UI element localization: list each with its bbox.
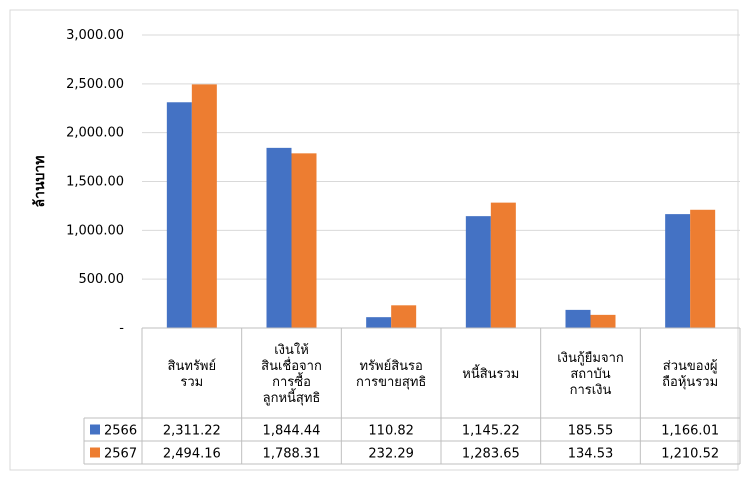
bar-2567-2	[291, 153, 317, 328]
x-category-label: ส่วนของผู้ถือหุ้นรวม	[662, 359, 718, 390]
y-tick-label: 1,000.00	[66, 223, 124, 238]
bars	[166, 84, 716, 328]
legend-key-2567	[90, 447, 100, 458]
bar-2566-3	[366, 317, 392, 328]
bar-2567-1	[191, 84, 217, 328]
table-cell: 1,210.52	[661, 447, 719, 462]
table-cell: 2,494.16	[163, 447, 221, 462]
y-tick-label: 3,000.00	[66, 28, 124, 43]
table-cell: 134.53	[568, 447, 614, 462]
bar-2567-6	[690, 209, 716, 328]
table-cell: 1,166.01	[661, 424, 719, 439]
x-category-label: ทรัพย์สินรอการขายสุทธิ	[356, 358, 426, 390]
table-cell: 1,145.22	[462, 424, 520, 439]
bar-2566-6	[665, 214, 691, 328]
x-category-label: เงินกู้ยืมจากสถาบันการเงิน	[557, 350, 624, 398]
chart-frame	[9, 9, 739, 471]
table-cell: 185.55	[568, 424, 614, 439]
table-cell: 110.82	[368, 424, 414, 439]
y-axis-ticks: - 500.00 1,000.00 1,500.00 2,000.00 2,500.00 3…	[66, 28, 124, 336]
y-tick-label: 2,500.00	[66, 77, 124, 92]
y-tick-label: 500.00	[79, 272, 125, 287]
bar-2567-4	[490, 202, 516, 328]
bar-2566-1	[166, 102, 192, 328]
y-axis-label: ล้านบาท	[32, 156, 48, 208]
bar-2566-5	[565, 309, 591, 328]
x-category-label: สินทรัพย์รวม	[167, 358, 216, 390]
table-cell: 2,311.22	[163, 424, 221, 439]
y-tick-label: 1,500.00	[66, 175, 124, 190]
gridlines	[142, 34, 740, 280]
bar-2566-4	[465, 216, 491, 328]
table-cell: 1,283.65	[462, 447, 520, 462]
x-category-label: เงินให้สินเชื่อจากการซื้อลูกหนี้สุทธิ	[261, 342, 322, 406]
table-cell: 232.29	[368, 447, 414, 462]
y-tick-label: -	[119, 321, 124, 336]
table-cell: 1,844.44	[263, 424, 321, 439]
legend-label: 2566	[104, 424, 137, 439]
bar-2566-2	[266, 147, 292, 328]
x-category-label: หนี้สินรวม	[462, 364, 519, 382]
bar-2567-5	[590, 314, 616, 328]
bar-2567-3	[391, 305, 417, 328]
table-cell: 1,788.31	[263, 447, 321, 462]
legend-label: 2567	[104, 447, 137, 462]
legend-key-2566	[90, 424, 100, 435]
data-table: สินทรัพย์รวม เงินให้สินเชื่อจากการซื้อลูก…	[83, 327, 741, 465]
y-tick-label: 2,000.00	[66, 126, 124, 141]
